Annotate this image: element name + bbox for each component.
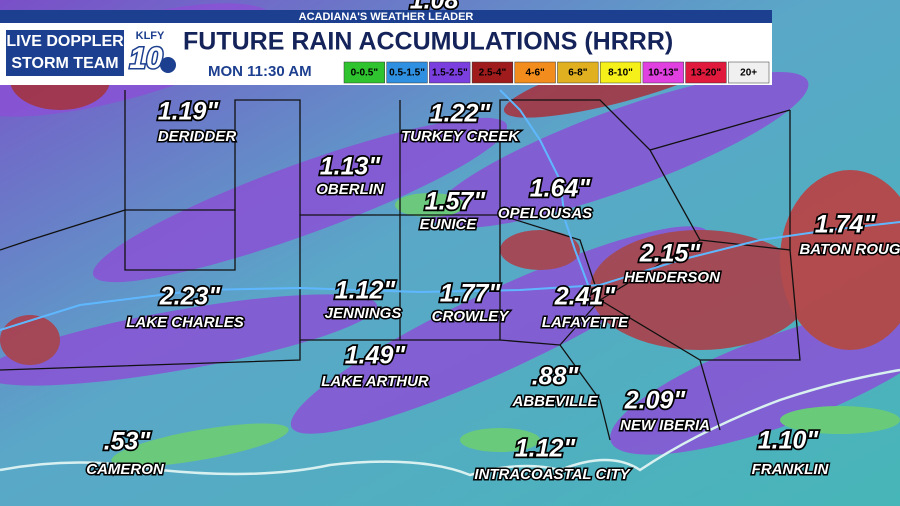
location-name: CROWLEY: [432, 308, 511, 325]
location-name: LAKE ARTHUR: [321, 373, 429, 390]
tagline: ACADIANA'S WEATHER LEADER: [299, 11, 474, 23]
legend-label: 10-13": [648, 68, 679, 79]
rain-amount: 1.57": [425, 188, 487, 216]
rain-amount: 2.41": [554, 283, 617, 311]
rain-amount: 1.64": [530, 175, 592, 203]
parish-lines: [0, 90, 801, 441]
station: KLFY: [136, 30, 165, 42]
legend-swatch: [685, 61, 727, 84]
location-name: OBERLIN: [316, 181, 385, 198]
location-name: CAMERON: [86, 461, 165, 478]
coastline: [0, 368, 900, 477]
rain-amount: 2.23": [159, 283, 222, 311]
legend: 0-0.5" 0.5-1.5" 1.5-2.5" 2.5-4" 4-6" 6-8" 8-10…: [343, 61, 770, 84]
location-name: LAFAYETTE: [542, 314, 629, 331]
rain-amount: 2.15": [639, 240, 702, 268]
rain-amount: 1.77": [440, 280, 502, 308]
interstate: [0, 221, 900, 331]
legend-label: 0.5-1.5": [389, 68, 425, 79]
rain-amount: .88": [532, 363, 580, 391]
location-name: TURKEY CREEK: [401, 128, 520, 145]
rain-amount: .53": [104, 428, 152, 456]
location-name: DERIDDER: [158, 128, 237, 145]
legend-label: 13-20": [691, 68, 722, 79]
channel: 10: [129, 42, 163, 75]
legend-swatch: [514, 61, 556, 84]
legend-label: 8-10": [608, 68, 633, 79]
logo-line1: LIVE DOPPLER: [6, 33, 124, 50]
location-name: HENDERSON: [624, 269, 721, 286]
rain-amount: 1.74": [815, 211, 877, 239]
legend-label: 20+: [740, 68, 757, 79]
location-name: FRANKLIN: [752, 461, 830, 478]
rain-amount: 1.12": [515, 435, 577, 463]
location-name: EUNICE: [420, 216, 478, 233]
rain-amount: 1.12": [335, 277, 397, 305]
legend-swatch: [429, 61, 471, 84]
rain-amount: 1.13": [320, 153, 382, 181]
legend-swatch: [599, 61, 642, 84]
rain-amount: 1.49": [345, 342, 407, 370]
river: [499, 89, 591, 291]
tagline-bar: [0, 10, 772, 23]
location-name: OPELOUSAS: [498, 205, 592, 222]
time: MON 11:30 AM: [208, 63, 312, 80]
location-name: INTRACOASTAL CITY: [474, 466, 631, 483]
legend-swatch: [386, 61, 428, 84]
location-labels: 1.19" DERIDDER 1.22"TURKEY CREEK 1.13"OBERL…: [85, 0, 900, 484]
location-name: JENNINGS: [325, 305, 402, 322]
legend-label: 1.5-2.5": [432, 68, 468, 79]
location-name: ABBEVILLE: [511, 393, 598, 410]
legend-label: 4-6": [526, 68, 545, 79]
legend-swatch: [471, 61, 514, 84]
network-logo: [160, 57, 176, 73]
location-name: BATON ROUGE: [799, 241, 900, 258]
title: FUTURE RAIN ACCUMULATIONS (HRRR): [183, 28, 673, 56]
legend-label: 6-8": [568, 68, 587, 79]
location-name: LAKE CHARLES: [126, 314, 244, 331]
legend-label: 2.5-4": [479, 68, 507, 79]
rain-amount: 1.22": [430, 100, 492, 128]
rain-amount: 1.19": [158, 98, 220, 126]
location-name: NEW IBERIA: [620, 417, 710, 434]
legend-swatch: [728, 61, 770, 84]
logo-line2: STORM TEAM: [11, 55, 118, 72]
legend-label: 0-0.5": [351, 68, 379, 79]
rain-amount: 1.10": [758, 427, 820, 455]
logo-box: [6, 30, 124, 76]
rain-amount: 2.09": [624, 387, 687, 415]
legend-swatch: [642, 61, 684, 84]
legend-swatch: [343, 61, 385, 84]
legend-swatch: [557, 61, 599, 84]
